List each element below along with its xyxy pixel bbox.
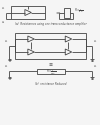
Text: $=$: $=$ xyxy=(54,10,61,15)
Text: $v_1$: $v_1$ xyxy=(4,63,9,70)
Text: $v_s$: $v_s$ xyxy=(1,20,6,26)
Text: $\equiv$: $\equiv$ xyxy=(48,62,54,68)
Text: $v_1$: $v_1$ xyxy=(1,5,6,12)
Bar xyxy=(11,6,45,19)
Text: (a)  Resistances using one transconductance amplifier: (a) Resistances using one transconductan… xyxy=(15,22,87,26)
Text: $v_2$: $v_2$ xyxy=(93,38,98,45)
Text: (b)  resistance Reduced: (b) resistance Reduced xyxy=(35,82,66,86)
Bar xyxy=(64,8,70,18)
Text: $v_1$: $v_1$ xyxy=(4,38,9,45)
Text: $v_2$: $v_2$ xyxy=(93,63,98,70)
Text: $R\!=\!\frac{1}{2g_m}$: $R\!=\!\frac{1}{2g_m}$ xyxy=(46,68,56,77)
Text: $R=\!\frac{1}{g_m}$: $R=\!\frac{1}{g_m}$ xyxy=(74,7,84,15)
Bar xyxy=(15,33,86,59)
Bar xyxy=(37,68,64,73)
